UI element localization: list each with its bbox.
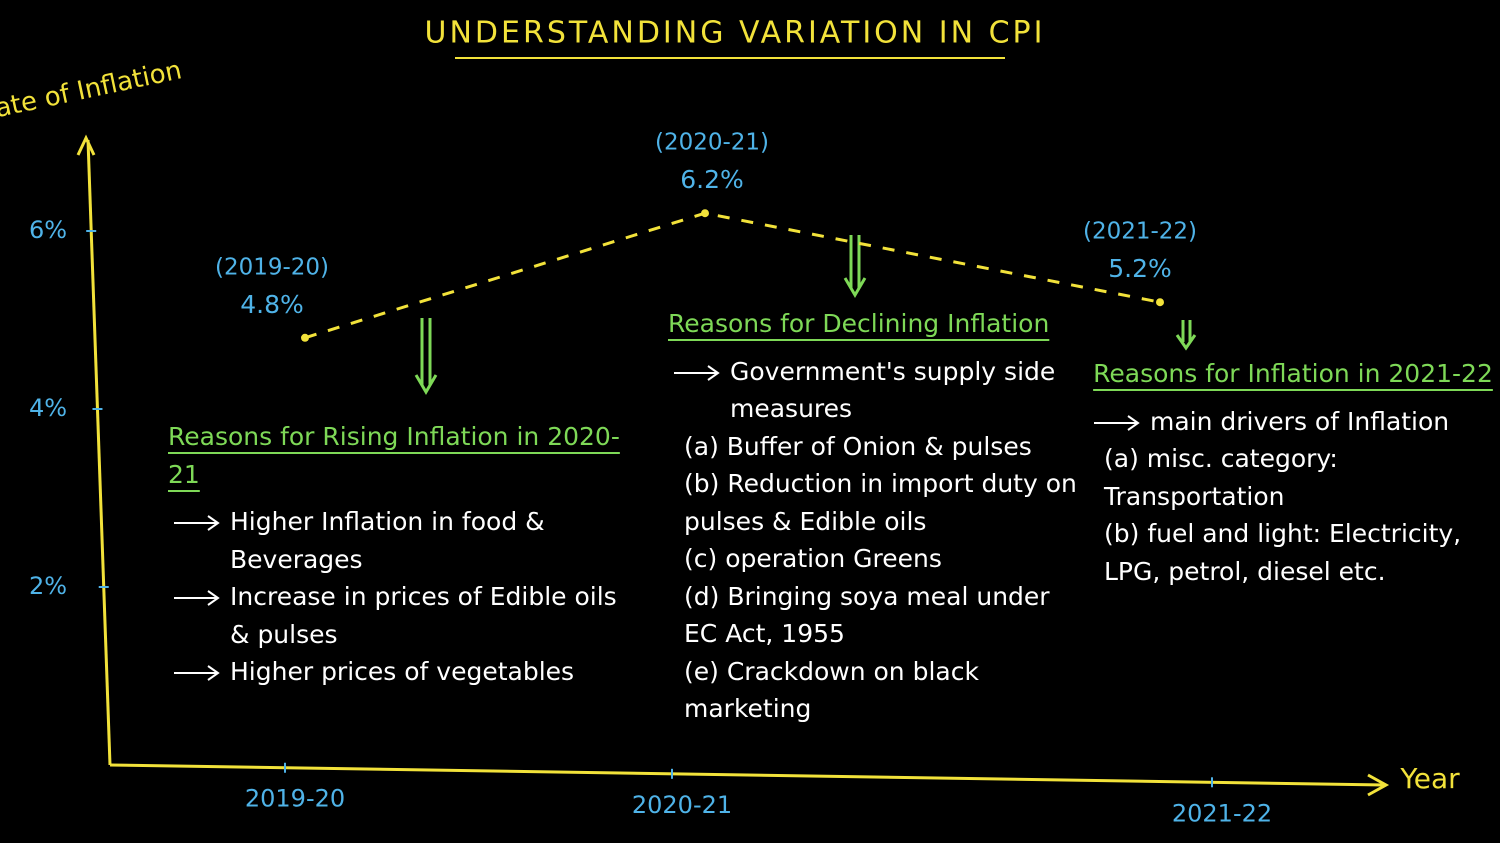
data-point	[701, 209, 709, 218]
x-tick-label: 2021-22	[1172, 799, 1272, 827]
annotation-block: Reasons for Inflation in 2021-22 main dri…	[1088, 355, 1498, 590]
annotation-block: Reasons for Rising Inflation in 2020-21 H…	[168, 418, 638, 691]
x-axis	[109, 763, 1386, 787]
value-label: 4.8%	[240, 290, 304, 319]
y-axis	[86, 139, 112, 766]
item-arrow	[174, 665, 220, 681]
annotation-subitem: (a) Buffer of Onion & pulses	[684, 431, 1032, 461]
item-arrow	[174, 515, 220, 531]
annotation-subitem: (d) Bringing soya meal under EC Act, 195…	[684, 581, 1050, 649]
annotation-subitem: (b) Reduction in import duty on pulses &…	[684, 469, 1077, 536]
annotation-block: Reasons for Declining Inflation Governmen…	[668, 305, 1088, 728]
x-axis-label: Year	[1399, 762, 1460, 795]
annotation-item: Increase in prices of Edible oils & puls…	[168, 578, 638, 653]
y-tick-label: 4%	[29, 394, 67, 422]
item-arrow	[174, 590, 220, 606]
annotation-subitem: (a) misc. category: Transportation	[1104, 444, 1338, 511]
annotation-heading: Reasons for Inflation in 2021-22	[1093, 359, 1493, 388]
y-axis-label: Rate of Inflation	[0, 55, 184, 127]
annotation-item: Government's supply side measures	[668, 353, 1088, 428]
data-point	[301, 333, 309, 342]
value-label: 6.2%	[680, 165, 744, 194]
x-tick-label: 2020-21	[632, 791, 732, 819]
chart-title: UNDERSTANDING VARIATION IN CPI	[425, 16, 1046, 51]
down-arrows	[414, 235, 1197, 395]
x-tick-label: 2019-20	[245, 785, 345, 813]
annotation-item: Higher prices of vegetables	[168, 653, 638, 691]
annotation-subitem: (b) fuel and light: Electricity, LPG, pe…	[1104, 519, 1462, 586]
annotation-subitem: (c) operation Greens	[684, 544, 942, 573]
item-arrow	[674, 364, 720, 381]
annotation-item: Higher Inflation in food & Beverages	[168, 503, 638, 578]
annotation-heading: Reasons for Rising Inflation in 2020-21	[168, 422, 620, 489]
point-label: (2020-21)	[655, 130, 769, 156]
point-label: (2019-20)	[215, 254, 329, 280]
y-axis-arrow	[76, 134, 96, 156]
value-label: 5.2%	[1108, 254, 1172, 283]
annotation-subitem: (e) Crackdown on black marketing	[684, 656, 979, 724]
x-axis-arrow	[1367, 773, 1390, 797]
y-tick-label: 6%	[29, 216, 67, 244]
data-point	[1156, 298, 1164, 307]
item-arrow	[1094, 414, 1140, 431]
point-label: (2021-22)	[1083, 219, 1197, 245]
annotation-heading: Reasons for Declining Inflation	[668, 309, 1050, 338]
annotation-item: main drivers of Inflation	[1088, 403, 1498, 441]
y-tick-label: 2%	[29, 572, 67, 600]
